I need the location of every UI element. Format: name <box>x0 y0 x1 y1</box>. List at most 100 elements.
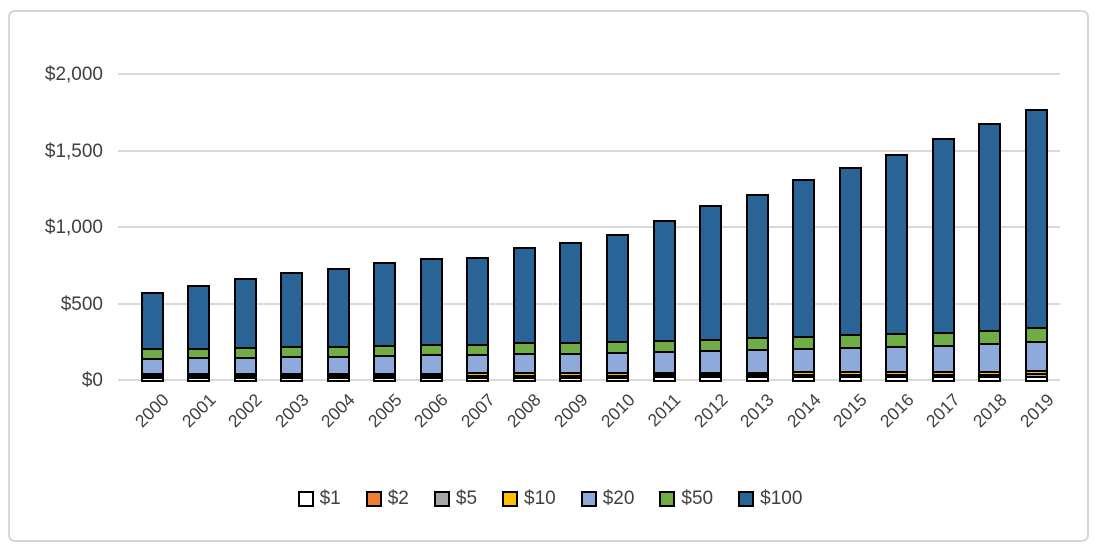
bar-segment-100-dollar <box>1026 110 1046 330</box>
bar-segment-100-dollar <box>561 243 581 344</box>
bar-segment-5-dollar <box>747 376 767 379</box>
bar-segment-1-dollar <box>468 378 488 380</box>
bar-segment-10-dollar <box>375 374 395 377</box>
legend-label: $50 <box>681 488 714 509</box>
bar-segment-1-dollar <box>235 378 255 380</box>
bar-segment-10-dollar <box>328 374 348 378</box>
bar-segment-20-dollar <box>701 352 721 374</box>
legend-label: $10 <box>524 488 556 509</box>
bar-segment-100-dollar <box>887 155 907 336</box>
bar-segment-5-dollar <box>375 376 395 379</box>
gridline <box>118 73 1060 75</box>
bar-segment-5-dollar <box>794 376 814 378</box>
bar-stack-2004 <box>328 269 348 380</box>
bar-segment-5-dollar <box>514 376 534 379</box>
legend-label: $20 <box>602 488 635 509</box>
bar-segment-1-dollar <box>980 378 1000 380</box>
bar-segment-100-dollar <box>421 259 441 347</box>
bar-segment-50-dollar <box>933 333 953 347</box>
bar-segment-50-dollar <box>561 343 581 355</box>
bar-segment-10-dollar <box>421 374 441 377</box>
bar-segment-20-dollar <box>375 357 395 375</box>
bar-segment-1-dollar <box>142 378 162 380</box>
gridline <box>118 226 1060 228</box>
legend-item-100-dollar: $100 <box>738 489 802 508</box>
gridline <box>118 149 1060 152</box>
legend-item-50-dollar: $50 <box>659 489 713 508</box>
bar-segment-20-dollar <box>980 344 1000 373</box>
legend-swatch-icon <box>297 490 314 507</box>
bar-segment-20-dollar <box>840 348 860 374</box>
legend-swatch-icon <box>502 490 519 507</box>
legend-item-1-dollar: $1 <box>297 488 341 509</box>
legend-item-2-dollar: $2 <box>365 488 409 509</box>
bar-segment-50-dollar <box>608 342 627 354</box>
y-tick-label: $0 <box>81 370 103 391</box>
bar-segment-100-dollar <box>468 259 488 346</box>
bar-segment-20-dollar <box>142 359 162 376</box>
bar-segment-1-dollar <box>375 378 395 380</box>
bar-segment-100-dollar <box>654 221 674 342</box>
bar-stack-2005 <box>375 263 395 380</box>
bar-segment-100-dollar <box>514 249 534 345</box>
bar-stack-2008 <box>514 249 534 380</box>
bar-segment-10-dollar <box>468 374 488 377</box>
bar-segment-5-dollar <box>189 377 209 379</box>
bar-segment-100-dollar <box>235 279 255 350</box>
legend-label: $100 <box>760 488 803 509</box>
bar-segment-20-dollar <box>747 351 767 374</box>
bar-segment-1-dollar <box>189 378 209 380</box>
bar-segment-100-dollar <box>980 124 1000 332</box>
y-tick-label: $1,500 <box>44 140 103 162</box>
bar-segment-5-dollar <box>282 377 302 379</box>
bar-segment-10-dollar <box>794 373 814 377</box>
bar-segment-100-dollar <box>328 269 348 348</box>
legend-swatch-icon <box>659 490 676 507</box>
bar-segment-5-dollar <box>701 376 721 379</box>
bar-segment-50-dollar <box>980 331 1000 345</box>
bar-segment-20-dollar <box>608 354 627 375</box>
bar-segment-20-dollar <box>561 354 581 375</box>
bar-segment-100-dollar <box>794 181 814 338</box>
bar-segment-50-dollar <box>794 337 814 351</box>
bar-segment-50-dollar <box>468 345 488 357</box>
bar-segment-50-dollar <box>328 347 348 358</box>
bar-segment-5-dollar <box>887 375 907 378</box>
legend-label: $5 <box>455 488 478 509</box>
bar-stack-2010 <box>608 236 627 380</box>
bar-segment-1-dollar <box>282 378 302 380</box>
bar-segment-5-dollar <box>980 375 1000 378</box>
bar-segment-20-dollar <box>887 347 907 373</box>
bar-segment-10-dollar <box>840 373 860 376</box>
bar-segment-1-dollar <box>561 378 581 380</box>
bar-stack-2015 <box>840 168 860 380</box>
bar-stack-2012 <box>701 207 721 380</box>
bar-stack-2017 <box>933 139 953 380</box>
bar-segment-5-dollar <box>654 376 674 379</box>
bar-segment-20-dollar <box>1026 342 1046 373</box>
legend-label: $1 <box>319 488 341 509</box>
legend-swatch-icon <box>433 490 450 507</box>
bar-segment-50-dollar <box>840 336 860 349</box>
bar-stack-2019 <box>1026 110 1046 380</box>
bar-segment-20-dollar <box>468 356 488 375</box>
bar-segment-50-dollar <box>654 341 674 354</box>
bar-stack-2003 <box>282 274 302 380</box>
legend-label: $2 <box>387 488 409 509</box>
bar-segment-5-dollar <box>468 376 488 379</box>
legend-item-20-dollar: $20 <box>580 488 635 509</box>
bar-segment-5-dollar <box>421 376 441 379</box>
bar-segment-1-dollar <box>328 378 348 380</box>
bar-segment-20-dollar <box>282 358 302 375</box>
bar-segment-1-dollar <box>608 378 627 380</box>
bar-segment-1-dollar <box>421 378 441 380</box>
bar-segment-5-dollar <box>561 376 581 379</box>
bar-segment-1-dollar <box>840 378 860 380</box>
bar-segment-5-dollar <box>840 375 860 378</box>
legend-swatch-icon <box>580 490 597 507</box>
legend: $1 $2 $5 $10 $20 $50 $100 <box>0 489 1100 508</box>
bar-segment-20-dollar <box>421 356 441 375</box>
y-tick-label: $1,000 <box>44 217 103 238</box>
bar-stack-2001 <box>189 286 209 380</box>
